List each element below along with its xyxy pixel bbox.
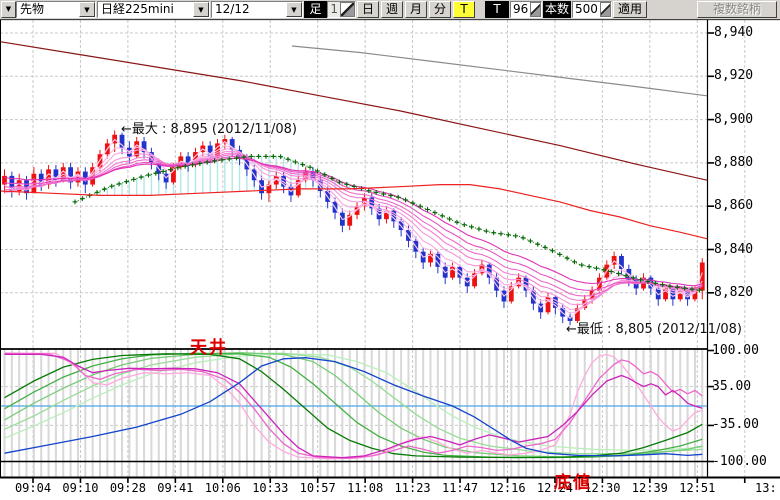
chevron-down-icon[interactable]: ▼ [286, 2, 302, 17]
category-select-value: 先物 [17, 2, 79, 17]
instrument-select-value: 日経225mini [98, 2, 193, 17]
tick-size-value: 96 [511, 2, 531, 17]
tick-size-label: T [485, 1, 509, 18]
spinner-icon[interactable] [530, 2, 541, 17]
bar-type-button[interactable]: 足 [304, 1, 327, 18]
contract-select-value: 12/12 [212, 2, 286, 17]
period-day-button[interactable]: 日 [357, 1, 379, 18]
bar-interval-stepper[interactable]: 1 [327, 1, 356, 18]
period-tick-button[interactable]: T [453, 1, 475, 18]
multi-symbol-button[interactable]: 複数銘柄 [697, 1, 777, 18]
tick-size-stepper[interactable]: 96 [510, 1, 542, 18]
instrument-select[interactable]: 日経225mini ▼ [97, 1, 210, 18]
toolbar: ▼ 先物 ▼ 日経225mini ▼ 12/12 ▼ 足 1 日 週 月 分 T… [0, 0, 780, 20]
bar-interval-value: 1 [328, 2, 340, 17]
category-select[interactable]: 先物 ▼ [16, 1, 96, 18]
bar-count-value: 500 [573, 2, 600, 17]
period-week-button[interactable]: 週 [381, 1, 403, 18]
apply-button[interactable]: 適用 [613, 1, 647, 18]
window-dropdown-button[interactable]: ▼ [1, 1, 16, 18]
bar-count-label: 本数 [543, 1, 571, 18]
chevron-down-icon[interactable]: ▼ [193, 2, 209, 17]
period-minute-button[interactable]: 分 [429, 1, 451, 18]
spinner-icon[interactable] [599, 2, 611, 17]
contract-select[interactable]: 12/12 ▼ [211, 1, 303, 18]
period-month-button[interactable]: 月 [405, 1, 427, 18]
chevron-down-icon[interactable]: ▼ [79, 2, 95, 17]
bar-count-stepper[interactable]: 500 [572, 1, 612, 18]
spinner-icon[interactable] [340, 2, 355, 17]
